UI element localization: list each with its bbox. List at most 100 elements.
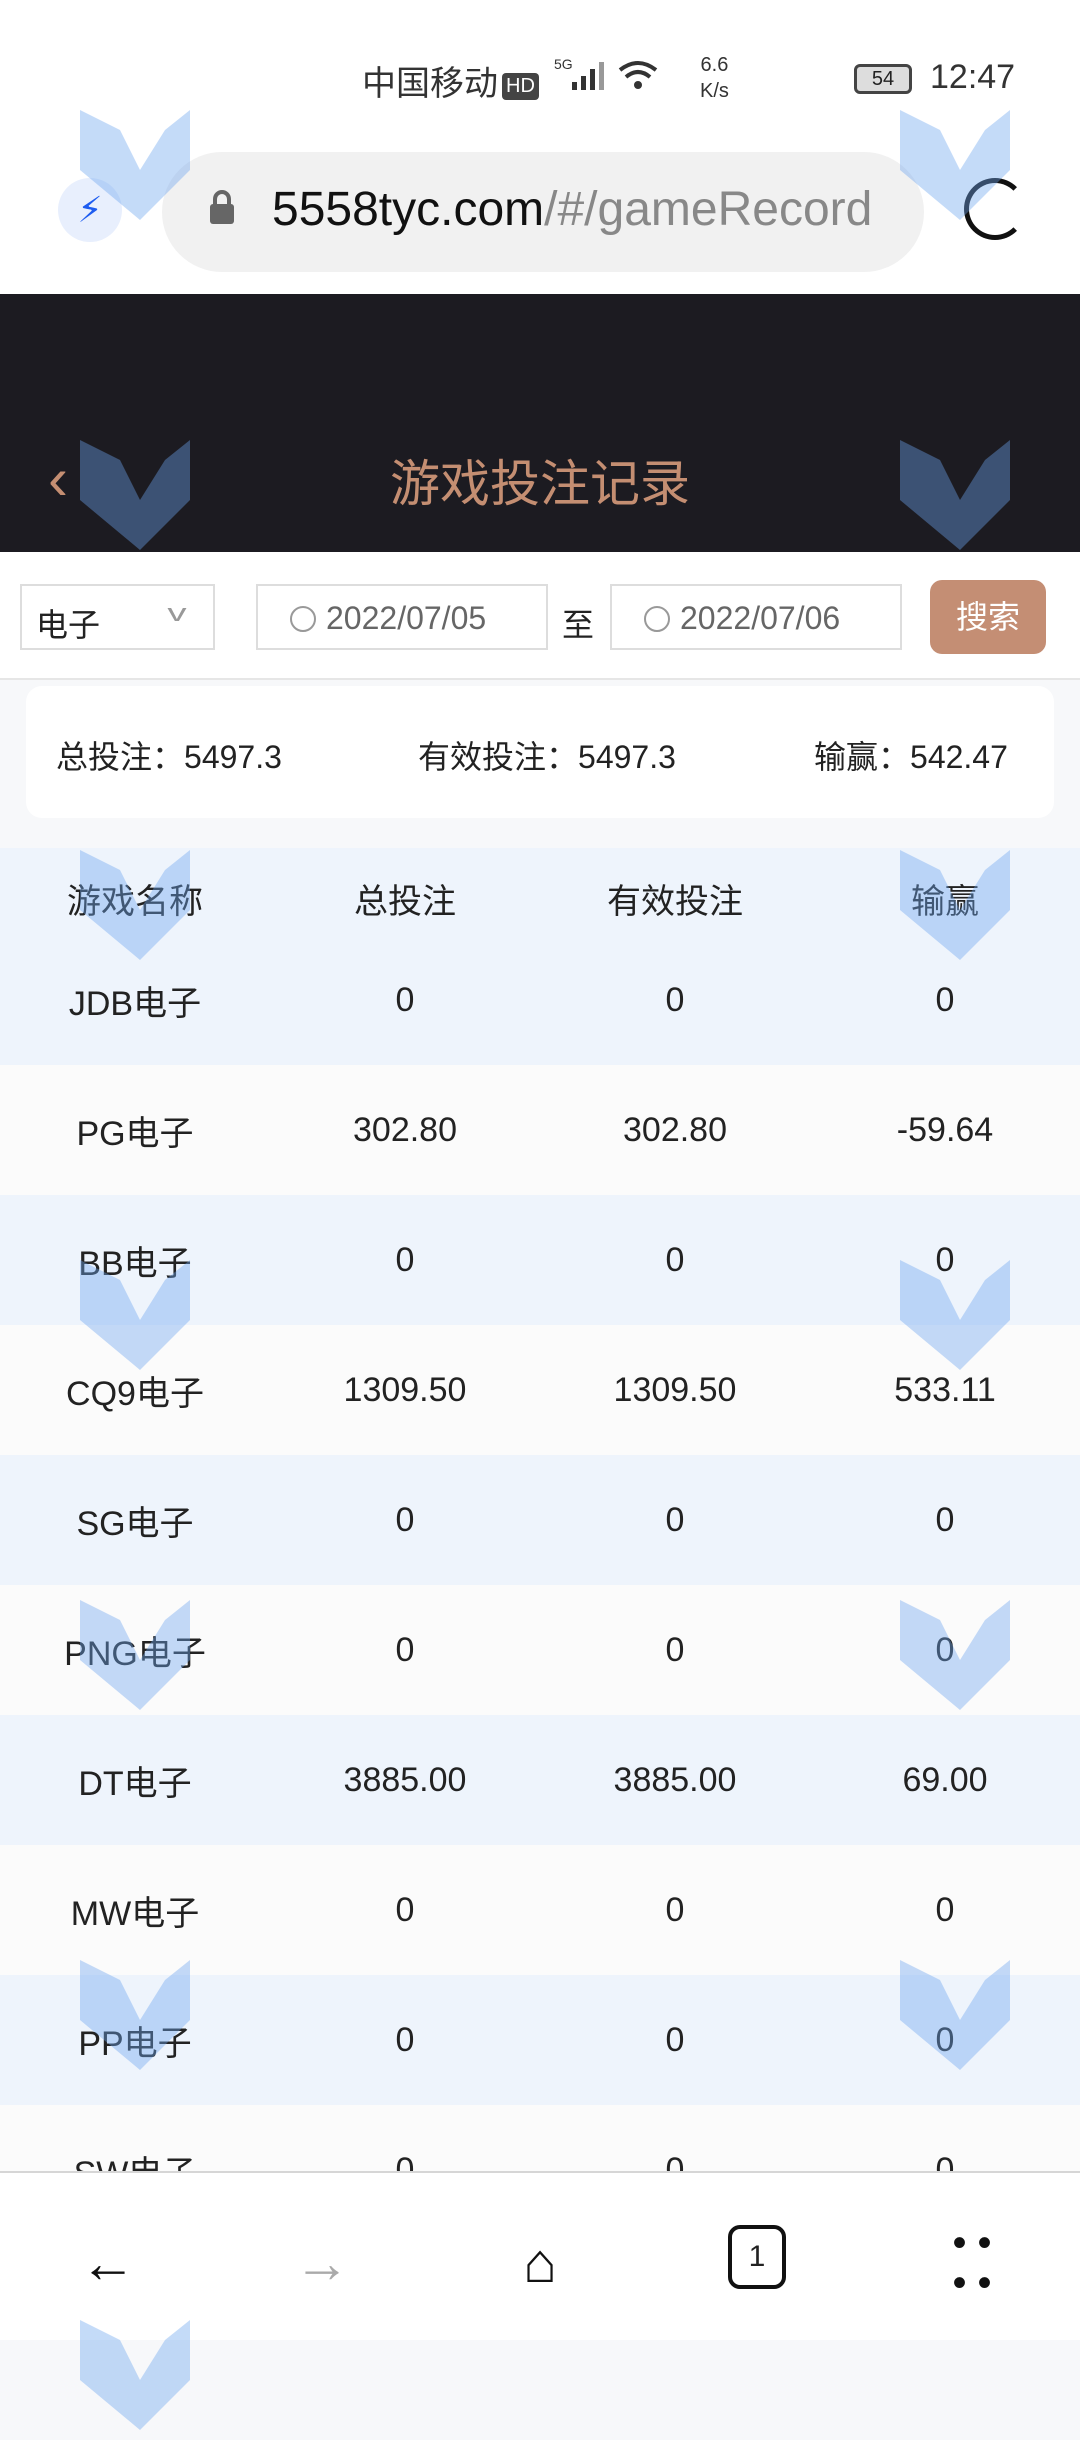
network-speed: 6.6 K/s xyxy=(700,52,729,104)
cell-total-bet: 0 xyxy=(395,2020,415,2059)
tabs-icon[interactable]: 1 xyxy=(728,2225,786,2289)
clock: 12:47 xyxy=(930,58,1016,96)
category-value: 电子 xyxy=(36,607,101,643)
column-header-win-loss: 输赢 xyxy=(911,883,979,921)
page-header: ‹ 游戏投注记录 xyxy=(0,294,1080,552)
cell-game-name: SG电子 xyxy=(76,1504,194,1543)
cell-win-loss: 0 xyxy=(935,1500,955,1539)
table-row: MW电子 0 0 0 xyxy=(0,1845,1080,1975)
valid-bet-summary: 有效投注：5497.3 xyxy=(418,732,676,778)
column-header-game: 游戏名称 xyxy=(67,883,203,921)
cell-total-bet: 0 xyxy=(395,1630,415,1669)
signal-icon xyxy=(572,62,604,90)
browser-bottom-nav: ← → ⌂ 1 • • • • xyxy=(0,2171,1080,2340)
column-header-valid-bet: 有效投注 xyxy=(607,883,743,921)
address-bar[interactable]: 5558tyc.com/#/gameRecord xyxy=(162,152,924,272)
cell-game-name: PG电子 xyxy=(76,1114,194,1153)
cell-total-bet: 3885.00 xyxy=(343,1760,467,1799)
table-header: 游戏名称 总投注 有效投注 输赢 xyxy=(0,848,1080,935)
category-select[interactable]: 电子 v xyxy=(20,584,215,650)
table-row: SG电子 0 0 0 xyxy=(0,1455,1080,1585)
carrier-name: 中国移动 xyxy=(362,65,498,103)
cell-win-loss: 0 xyxy=(935,2150,955,2172)
cell-valid-bet: 0 xyxy=(665,2020,685,2059)
cell-win-loss: 533.11 xyxy=(894,1370,996,1409)
cell-win-loss: 0 xyxy=(935,980,955,1019)
lock-icon xyxy=(210,190,234,224)
chevron-left-icon[interactable]: ‹ xyxy=(48,445,68,512)
cell-valid-bet: 0 xyxy=(665,1890,685,1929)
summary-card: 总投注：5497.3 有效投注：5497.3 输赢：542.47 xyxy=(26,686,1054,818)
cell-valid-bet: 302.80 xyxy=(623,1110,727,1149)
cell-total-bet: 0 xyxy=(395,1500,415,1539)
table-row: JDB电子 0 0 0 xyxy=(0,935,1080,1065)
table-row: PP电子 0 0 0 xyxy=(0,1975,1080,2105)
cell-game-name: CQ9电子 xyxy=(66,1374,204,1413)
cell-game-name: PP电子 xyxy=(78,2024,192,2063)
reload-icon[interactable] xyxy=(964,178,1026,240)
total-bet-summary: 总投注：5497.3 xyxy=(56,732,282,778)
cell-win-loss: 0 xyxy=(935,2020,955,2059)
cell-win-loss: 69.00 xyxy=(902,1760,988,1799)
cell-valid-bet: 0 xyxy=(665,1240,685,1279)
url-path: /#/gameRecord xyxy=(544,183,873,236)
url-host: 5558tyc.com xyxy=(272,183,545,236)
total-bet-label: 总投注： xyxy=(56,739,185,775)
table-row: SW电子 0 0 0 xyxy=(0,2105,1080,2171)
clock-icon xyxy=(644,606,670,632)
browser-bar: ⚡ 5558tyc.com/#/gameRecord xyxy=(0,140,1080,294)
page-title: 游戏投注记录 xyxy=(390,456,690,512)
game-record-table: 游戏名称 总投注 有效投注 输赢 JDB电子 0 0 0 PG电子 302.80 302.8… xyxy=(0,848,1080,2171)
cell-total-bet: 0 xyxy=(395,1890,415,1929)
table-row: PNG电子 0 0 0 xyxy=(0,1585,1080,1715)
table-row: CQ9电子 1309.50 1309.50 533.11 xyxy=(0,1325,1080,1455)
start-date-value: 2022/07/05 xyxy=(326,600,487,636)
cell-win-loss: 0 xyxy=(935,1630,955,1669)
cell-total-bet: 0 xyxy=(395,2150,415,2172)
cell-valid-bet: 0 xyxy=(665,1630,685,1669)
cell-game-name: BB电子 xyxy=(78,1244,192,1283)
wifi-icon xyxy=(618,61,658,89)
cell-win-loss: -59.64 xyxy=(896,1110,994,1149)
back-arrow-icon[interactable]: ← xyxy=(80,2231,136,2294)
start-date-input[interactable]: 2022/07/05 xyxy=(256,584,548,650)
cell-valid-bet: 0 xyxy=(665,980,685,1019)
cell-game-name: JDB电子 xyxy=(68,984,202,1023)
end-date-input[interactable]: 2022/07/06 xyxy=(610,584,902,650)
cell-valid-bet: 0 xyxy=(665,2150,685,2172)
bolt-icon[interactable]: ⚡ xyxy=(58,178,122,242)
cell-valid-bet: 1309.50 xyxy=(613,1370,737,1409)
cell-game-name: DT电子 xyxy=(78,1764,192,1803)
chevron-down-icon: v xyxy=(167,600,187,627)
cell-game-name: PNG电子 xyxy=(64,1634,206,1673)
carrier: 中国移动 HD xyxy=(362,56,539,105)
cell-game-name: MW电子 xyxy=(70,1894,200,1933)
cell-total-bet: 0 xyxy=(395,980,415,1019)
forward-arrow-icon[interactable]: → xyxy=(294,2231,350,2294)
cell-valid-bet: 3885.00 xyxy=(613,1760,737,1799)
cell-win-loss: 0 xyxy=(935,1890,955,1929)
column-header-total-bet: 总投注 xyxy=(354,883,456,921)
end-date-value: 2022/07/06 xyxy=(680,600,841,636)
table-row: BB电子 0 0 0 xyxy=(0,1195,1080,1325)
cell-total-bet: 1309.50 xyxy=(343,1370,467,1409)
home-icon[interactable]: ⌂ xyxy=(523,2231,557,2294)
url-text: 5558tyc.com/#/gameRecord xyxy=(272,182,872,237)
win-loss-label: 输赢： xyxy=(814,739,911,775)
hd-badge: HD xyxy=(502,72,539,100)
battery-icon: 54 xyxy=(854,64,912,94)
valid-bet-label: 有效投注： xyxy=(418,739,579,775)
search-button[interactable]: 搜索 xyxy=(930,580,1046,654)
table-row: PG电子 302.80 302.80 -59.64 xyxy=(0,1065,1080,1195)
status-bar: 中国移动 HD 5G 6.6 K/s 54 12:47 xyxy=(0,0,1080,140)
total-bet-value: 5497.3 xyxy=(184,739,282,775)
win-loss-summary: 输赢：542.47 xyxy=(814,732,1008,778)
cell-total-bet: 0 xyxy=(395,1240,415,1279)
cell-total-bet: 302.80 xyxy=(353,1110,457,1149)
table-row: DT电子 3885.00 3885.00 69.00 xyxy=(0,1715,1080,1845)
cell-valid-bet: 0 xyxy=(665,1500,685,1539)
valid-bet-value: 5497.3 xyxy=(578,739,676,775)
menu-dots-icon[interactable]: • • • • xyxy=(952,2221,992,2305)
win-loss-value: 542.47 xyxy=(910,739,1008,775)
speed-unit: K/s xyxy=(700,80,729,102)
